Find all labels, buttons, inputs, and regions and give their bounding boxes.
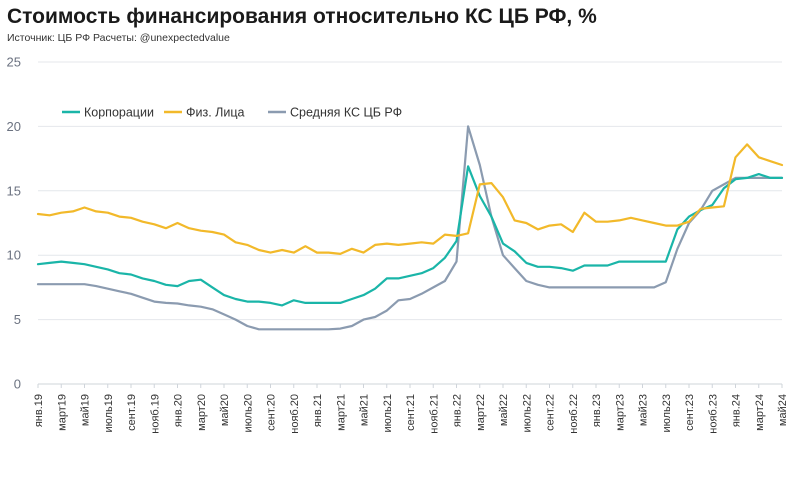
- x-tick-label: март21: [335, 394, 347, 431]
- x-tick-label: июль23: [661, 394, 673, 433]
- x-tick-label: май20: [219, 394, 231, 426]
- x-tick-label: июль20: [242, 394, 254, 433]
- x-tick-label: март22: [475, 394, 487, 431]
- series-line-individuals: [36, 143, 784, 255]
- x-tick-label: нояб.22: [568, 394, 580, 434]
- legend-label: Корпорации: [84, 106, 154, 120]
- x-tick-label: май23: [638, 394, 650, 426]
- y-tick-label: 5: [14, 312, 21, 327]
- series-line-corporations: [36, 165, 784, 307]
- x-tick-label: янв.21: [312, 394, 324, 427]
- series-lines: [36, 125, 784, 331]
- x-tick-label: сент.22: [545, 394, 557, 431]
- legend-label: Физ. Лица: [186, 106, 245, 120]
- y-tick-label: 25: [7, 55, 21, 70]
- x-tick-label: янв.19: [33, 394, 45, 427]
- x-tick-label: июль22: [521, 394, 533, 433]
- x-tick-label: июль19: [103, 394, 115, 433]
- y-tick-label: 20: [7, 119, 21, 134]
- chart-source-note: Источник: ЦБ РФ Расчеты: @unexpectedvalu…: [7, 32, 230, 44]
- x-tick-label: сент.20: [266, 394, 278, 431]
- y-tick-label: 0: [14, 377, 21, 392]
- legend: Корпорации Физ. Лица Средняя КС ЦБ РФ: [62, 106, 402, 120]
- x-tick-label: нояб.20: [289, 394, 301, 434]
- x-tick-label: сент.23: [684, 394, 696, 431]
- x-tick-label: сент.21: [405, 394, 417, 431]
- x-tick-label: март20: [196, 394, 208, 431]
- x-tick-label: сент.19: [126, 394, 138, 431]
- y-axis-ticks: 0 5 10 15 20 25: [7, 55, 21, 392]
- x-tick-label: май21: [359, 394, 371, 426]
- x-tick-label: нояб.21: [428, 394, 440, 434]
- x-tick-label: март24: [754, 394, 766, 431]
- x-tick-label: март23: [614, 394, 626, 431]
- x-tick-label: март19: [56, 394, 68, 431]
- x-tick-label: май22: [498, 394, 510, 426]
- x-tick-label: нояб.23: [707, 394, 719, 434]
- x-tick-label: янв.22: [452, 394, 464, 427]
- y-tick-label: 15: [7, 183, 21, 198]
- chart-title: Стоимость финансирования относительно КС…: [7, 5, 597, 28]
- x-tick-label: янв.20: [173, 394, 185, 427]
- x-tick-label: май19: [80, 394, 92, 426]
- x-axis-ticks: янв.19 март19 май19 июль19 сент.19 нояб.19 янв…: [33, 384, 789, 434]
- x-tick-label: янв.23: [591, 394, 603, 427]
- x-tick-label: нояб.19: [149, 394, 161, 434]
- x-tick-label: янв.24: [731, 394, 743, 427]
- y-tick-label: 10: [7, 248, 21, 263]
- legend-label: Средняя КС ЦБ РФ: [290, 106, 402, 120]
- series-line-key-rate: [36, 125, 784, 331]
- x-tick-label: июль21: [382, 394, 394, 433]
- x-tick-label: май24: [777, 394, 789, 426]
